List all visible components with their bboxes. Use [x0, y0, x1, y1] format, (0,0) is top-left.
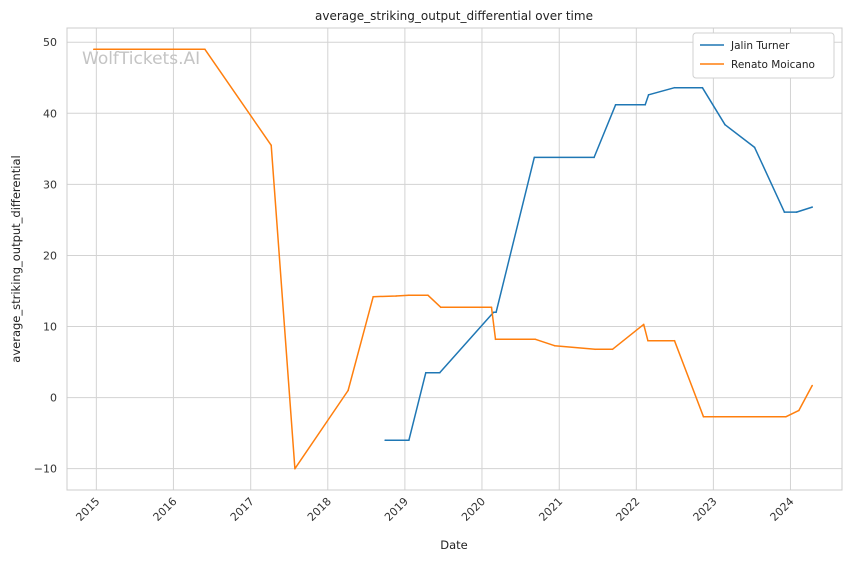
- data-point-renato-moicano: [811, 384, 813, 387]
- data-point-jalin-turner: [811, 206, 813, 208]
- data-point-renato-moicano: [490, 306, 493, 309]
- data-point-jalin-turner: [492, 311, 495, 314]
- x-tick-label: 2023: [691, 495, 720, 524]
- data-point-jalin-turner: [593, 156, 595, 159]
- data-point-jalin-turner: [425, 371, 427, 374]
- data-point-renato-moicano: [702, 416, 705, 418]
- data-point-renato-moicano: [785, 416, 787, 418]
- data-point-renato-moicano: [347, 389, 349, 392]
- data-point-renato-moicano: [478, 306, 481, 309]
- x-tick-label: 2017: [228, 495, 257, 524]
- y-tick-label: 50: [43, 36, 57, 49]
- data-point-jalin-turner: [753, 146, 756, 149]
- data-point-jalin-turner: [644, 104, 646, 106]
- data-point-renato-moicano: [294, 467, 296, 470]
- x-tick-label: 2015: [73, 495, 102, 524]
- x-tick-label: 2024: [768, 495, 797, 524]
- data-point-renato-moicano: [611, 348, 614, 351]
- y-tick-label: 0: [50, 392, 57, 405]
- x-tick-label: 2016: [151, 495, 180, 524]
- data-point-renato-moicano: [372, 295, 375, 298]
- x-axis-title: Date: [440, 538, 468, 552]
- legend-label-jalin-turner: Jalin Turner: [730, 40, 790, 52]
- data-point-renato-moicano: [714, 416, 717, 418]
- data-point-renato-moicano: [642, 323, 645, 326]
- y-tick-label: −10: [34, 463, 57, 476]
- y-tick-labels: −10 0 10 20 30 40 50: [34, 36, 57, 475]
- y-axis-title: average_striking_output_differential: [9, 155, 23, 362]
- legend-box: [692, 32, 835, 79]
- data-point-jalin-turner: [495, 311, 497, 314]
- y-tick-label: 20: [43, 249, 57, 262]
- y-tick-label: 10: [43, 321, 57, 334]
- plot-area: [67, 28, 842, 490]
- watermark: WolfTickets.AI: [82, 49, 200, 69]
- x-tick-label: 2020: [459, 495, 488, 524]
- data-point-jalin-turner: [408, 439, 410, 442]
- data-point-renato-moicano: [93, 48, 95, 51]
- data-point-jalin-turner: [783, 211, 786, 213]
- y-tick-label: 40: [43, 107, 57, 120]
- data-point-jalin-turner: [438, 371, 441, 374]
- series-layer: [93, 48, 813, 470]
- data-point-jalin-turner: [701, 86, 704, 89]
- series-line-jalin-turner: [385, 86, 813, 441]
- data-point-renato-moicano: [798, 409, 800, 412]
- data-point-jalin-turner: [647, 94, 650, 96]
- grid: [67, 28, 842, 490]
- data-point-jalin-turner: [795, 211, 798, 213]
- x-tick-label: 2021: [536, 495, 565, 524]
- data-point-renato-moicano: [270, 144, 273, 147]
- data-point-renato-moicano: [534, 338, 537, 341]
- x-tick-label: 2018: [305, 495, 334, 524]
- data-point-renato-moicano: [673, 339, 676, 342]
- data-point-jalin-turner: [724, 123, 726, 126]
- legend: Jalin Turner Renato Moicano: [692, 32, 835, 79]
- y-tick-label: 30: [43, 178, 57, 191]
- data-point-jalin-turner: [673, 86, 676, 89]
- chart-title: average_striking_output_differential ove…: [315, 9, 593, 23]
- data-point-renato-moicano: [395, 295, 397, 297]
- data-point-renato-moicano: [647, 339, 649, 342]
- x-tick-labels: 2015 2016 2017 2018 2019 2020 2021 2022 2023 2024: [73, 495, 796, 524]
- data-point-renato-moicano: [427, 294, 429, 297]
- legend-label-renato-moicano: Renato Moicano: [731, 59, 815, 71]
- data-point-jalin-turner: [533, 156, 536, 159]
- data-point-jalin-turner: [614, 104, 617, 106]
- data-point-renato-moicano: [494, 338, 497, 341]
- plot-frame: [66, 27, 843, 491]
- data-point-renato-moicano: [204, 48, 206, 51]
- x-tick-label: 2022: [613, 495, 642, 524]
- data-point-renato-moicano: [594, 348, 596, 351]
- data-point-renato-moicano: [553, 344, 556, 347]
- data-point-renato-moicano: [408, 294, 410, 297]
- x-tick-label: 2019: [382, 495, 411, 524]
- data-point-jalin-turner: [384, 439, 387, 442]
- data-point-renato-moicano: [440, 306, 442, 309]
